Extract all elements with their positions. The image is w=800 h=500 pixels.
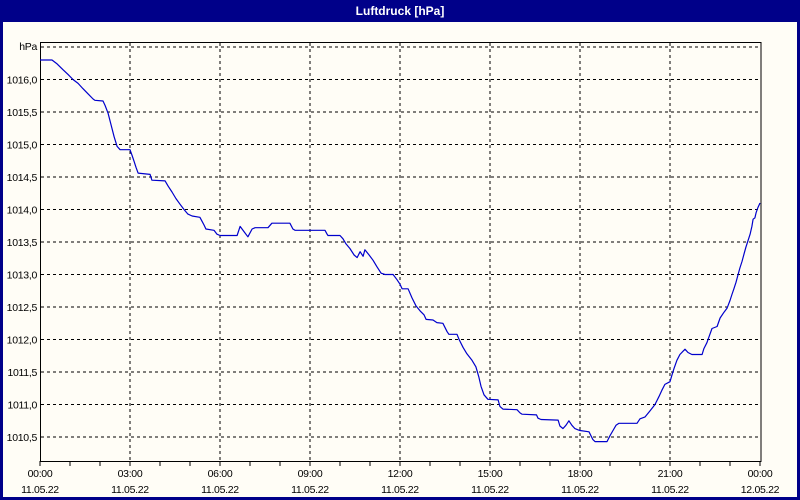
y-axis-label: 1014,0	[7, 205, 38, 217]
x-axis-date-label: 11.05.22	[21, 484, 59, 496]
x-axis-date-label: 11.05.22	[291, 484, 329, 496]
x-axis-time-label: 12:00	[388, 468, 413, 480]
plot-border	[40, 42, 762, 462]
x-axis-date-label: 11.05.22	[111, 484, 149, 496]
x-axis-time-label: 06:00	[208, 468, 233, 480]
y-axis-label: 1011,0	[7, 400, 37, 412]
pressure-line-chart: 1016,0 1015,5 1015,0 1014,5 1014,0 1013,5 1013…	[7, 41, 780, 496]
x-axis-date-label: 11.05.22	[651, 484, 689, 496]
y-axis-label: 1010,5	[7, 432, 38, 444]
window-title-bar: Luftdruck [hPa]	[0, 0, 800, 22]
pressure-series-line	[40, 59, 761, 443]
x-axis-time-label: 09:00	[298, 468, 323, 480]
x-axis-date-label: 11.05.22	[381, 484, 419, 496]
y-axis-label: 1014,5	[7, 172, 38, 184]
y-axis-label: 1011,5	[7, 367, 37, 379]
y-axis-label: 1015,5	[7, 107, 38, 119]
y-axis-label: 1016,0	[7, 75, 38, 87]
y-axis-label: 1012,0	[7, 335, 38, 347]
x-axis-time-label: 18:00	[568, 468, 593, 480]
x-axis-date-label: 12.05.22	[741, 484, 780, 496]
x-axis-date-label: 11.05.22	[561, 484, 599, 496]
y-axis-label: 1013,5	[7, 237, 38, 249]
x-axis-time-label: 21:00	[658, 468, 683, 480]
window-title: Luftdruck [hPa]	[355, 4, 445, 18]
x-axis-date-label: 11.05.22	[471, 484, 509, 496]
chart-area: 1016,0 1015,5 1015,0 1014,5 1014,0 1013,5 1013…	[0, 22, 800, 500]
x-axis-date-label: 11.05.22	[201, 484, 239, 496]
x-axis-time-label: 00:00	[748, 468, 773, 480]
y-axis-unit-label: hPa	[19, 41, 37, 53]
y-axis-label: 1012,5	[7, 302, 38, 314]
x-axis-time-label: 00:00	[28, 468, 53, 480]
y-axis-label: 1013,0	[7, 270, 38, 282]
x-axis-time-label: 15:00	[478, 468, 503, 480]
x-axis-time-label: 03:00	[118, 468, 143, 480]
y-axis-label: 1015,0	[7, 140, 38, 152]
